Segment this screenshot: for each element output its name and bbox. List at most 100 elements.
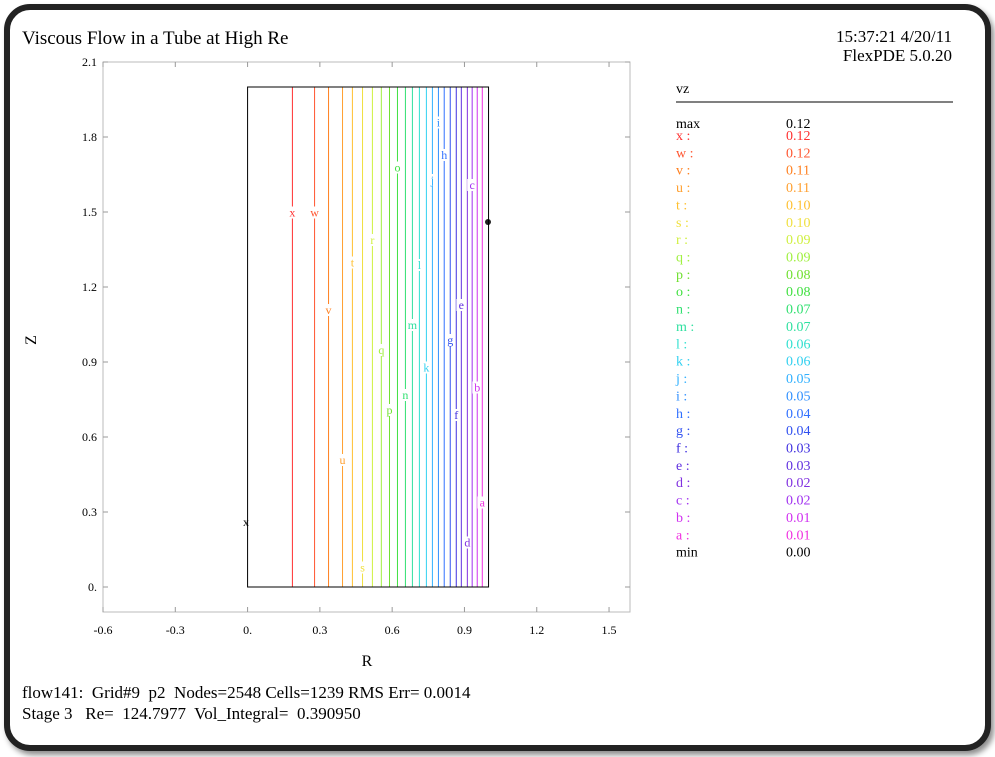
contour-label: j	[430, 173, 434, 187]
legend-key: q :	[676, 251, 690, 266]
legend-value: 0.04	[786, 424, 811, 439]
contour-label: t	[351, 256, 355, 270]
legend-value: 0.09	[786, 233, 811, 248]
contour-label-bg	[433, 116, 444, 129]
legend-key: l :	[676, 337, 687, 352]
contour-label: h	[441, 148, 447, 162]
legend-key: t :	[676, 198, 687, 213]
legend-value: 0.01	[786, 511, 811, 526]
legend-key: g :	[676, 424, 690, 439]
y-tick-label: 0.3	[82, 505, 97, 519]
contour-label-bg	[439, 149, 450, 161]
legend-value: 0.12	[786, 129, 811, 144]
legend-key: s :	[676, 216, 689, 231]
contour-label-bg	[421, 361, 432, 374]
legend-value: 0.07	[786, 320, 811, 335]
legend-value: 0.08	[786, 285, 811, 300]
contour-label: b	[474, 381, 480, 395]
contour-label: u	[340, 453, 346, 467]
window-frame	[4, 4, 991, 751]
contour-label-bg	[472, 381, 483, 394]
contour-label-bg	[467, 179, 478, 191]
x-axis-label: R	[362, 653, 373, 670]
legend-value: 0.10	[786, 198, 811, 213]
contour-label: q	[378, 343, 384, 357]
x-tick-label: 1.2	[529, 623, 544, 637]
contour-label-bg	[414, 259, 425, 271]
contour-label: p	[387, 403, 393, 417]
origin-marker: x	[243, 515, 249, 529]
legend-value: 0.10	[786, 216, 811, 231]
y-tick-label: 0.9	[82, 355, 97, 369]
legend-value: 0.05	[786, 389, 811, 404]
contour-label-bg	[445, 334, 456, 346]
contour-label-bg	[451, 409, 462, 421]
legend-key: c :	[676, 494, 690, 509]
x-tick-label: 0.3	[312, 623, 327, 637]
legend-value: 0.11	[786, 164, 810, 179]
contour-label: o	[394, 161, 400, 175]
legend-key: w :	[676, 146, 694, 161]
y-tick-label: 0.	[88, 580, 97, 594]
timestamp: 15:37:21 4/20/11	[836, 27, 952, 46]
contour-label-bg	[367, 234, 378, 246]
contour-label: s	[360, 561, 365, 575]
contour-label: r	[370, 233, 374, 247]
contour-label-bg	[384, 404, 395, 416]
contour-label-bg	[392, 161, 403, 174]
legend-key: x :	[676, 129, 690, 144]
legend-key: e :	[676, 459, 690, 474]
x-tick-label: 1.5	[602, 623, 617, 637]
legend-key: u :	[676, 181, 690, 196]
y-tick-label: 1.2	[82, 280, 97, 294]
legend-key: j :	[675, 372, 687, 387]
legend-key: o :	[676, 285, 690, 300]
legend-key: m :	[676, 320, 694, 335]
contour-label: k	[423, 361, 429, 375]
contour-label: a	[480, 496, 486, 510]
legend-min-label: min	[676, 546, 698, 561]
contour-label-bg	[309, 206, 320, 219]
legend-max-label: max	[676, 117, 700, 132]
contour-label-bg	[287, 206, 298, 219]
y-tick-label: 0.6	[82, 430, 97, 444]
y-tick-label: 1.5	[82, 205, 97, 219]
contour-label-bg	[376, 344, 387, 356]
legend-value: 0.05	[786, 372, 811, 387]
plot-frame	[102, 61, 631, 613]
legend-key: d :	[676, 476, 690, 491]
legend-key: f :	[676, 441, 688, 456]
footer-line: Stage 3 Re= 124.7977 Vol_Integral= 0.390…	[22, 704, 361, 723]
chart-title: Viscous Flow in a Tube at High Re	[22, 28, 288, 49]
contour-label-bg	[427, 174, 438, 186]
x-tick-label: 0.9	[457, 623, 472, 637]
contour-label-bg	[337, 454, 348, 466]
probe-point	[485, 219, 491, 225]
legend-value: 0.02	[786, 494, 811, 509]
contour-label: d	[464, 536, 470, 550]
contour-label-bg	[347, 256, 358, 269]
y-tick-label: 2.1	[82, 55, 97, 69]
legend-min-value: 0.00	[786, 546, 811, 561]
x-tick-label: 0.	[243, 623, 252, 637]
legend-key: v :	[676, 164, 690, 179]
legend-key: h :	[676, 407, 690, 422]
contour-label: m	[408, 318, 418, 332]
legend-value: 0.06	[786, 355, 811, 370]
contour-label-bg	[400, 389, 411, 401]
contour-label: g	[447, 333, 453, 347]
contour-label-bg	[462, 536, 473, 549]
legend-max-value: 0.12	[786, 117, 811, 132]
legend-value: 0.09	[786, 251, 811, 266]
contour-label: c	[470, 178, 475, 192]
contour-label-bg	[456, 299, 467, 311]
legend-key: r :	[676, 233, 688, 248]
y-tick-label: 1.8	[82, 130, 97, 144]
x-tick-label: -0.6	[94, 623, 113, 637]
contour-label: i	[437, 116, 441, 130]
contour-label: v	[326, 303, 332, 317]
legend-key: b :	[676, 511, 690, 526]
contour-label: x	[289, 206, 295, 220]
